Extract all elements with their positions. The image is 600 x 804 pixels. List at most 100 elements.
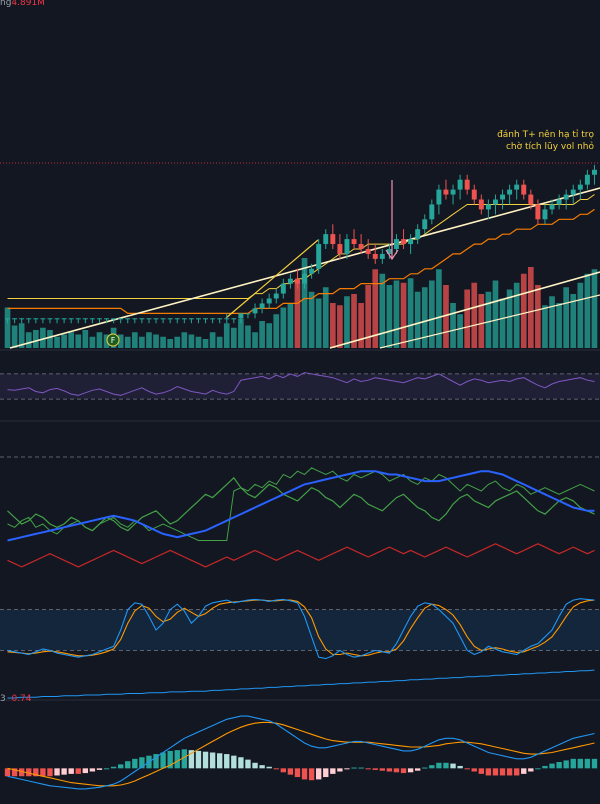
- candle-body: [591, 169, 597, 175]
- macd-histogram-bar: [266, 766, 272, 769]
- candle-body: [231, 318, 237, 320]
- volume-bar: [75, 334, 82, 348]
- candle-body: [259, 303, 265, 309]
- volume-bar: [195, 336, 202, 348]
- macd-histogram-bar: [521, 768, 527, 774]
- candle-body: [19, 318, 25, 320]
- candle-body: [174, 318, 180, 320]
- macd-histogram-bar: [379, 768, 386, 771]
- volume-bar: [174, 336, 181, 348]
- candle-body: [478, 199, 484, 210]
- macd-histogram-bar: [202, 751, 209, 769]
- macd-histogram-bar: [188, 750, 195, 769]
- macd-histogram-bar: [485, 768, 492, 776]
- volume-bar: [471, 282, 478, 348]
- macd-histogram-bar: [315, 768, 322, 780]
- macd-histogram-bar: [372, 768, 378, 770]
- candle-body: [125, 318, 131, 320]
- candle-body: [485, 204, 491, 210]
- trendline-upper: [9, 187, 600, 349]
- candle-body: [535, 204, 541, 220]
- macd-label-prefix: 3: [0, 694, 6, 704]
- candle-body: [82, 318, 88, 320]
- volume-bar: [527, 267, 534, 348]
- volume-bar: [273, 314, 280, 348]
- volume-bar: [457, 314, 463, 348]
- candle-body: [287, 278, 293, 284]
- volume-bar: [365, 285, 372, 348]
- volume-bar: [160, 336, 166, 348]
- volume-bar: [436, 269, 442, 348]
- candle-body: [358, 244, 364, 249]
- volume-bar: [549, 296, 555, 348]
- volume-bar: [223, 323, 230, 348]
- stoch-band: [0, 609, 600, 651]
- candle-body: [344, 239, 350, 254]
- macd-histogram-bar: [18, 768, 25, 777]
- macd-histogram-bar: [209, 752, 216, 769]
- volume-bar: [591, 269, 598, 348]
- volume-bar: [499, 298, 506, 348]
- macd-histogram-bar: [570, 758, 576, 769]
- macd-label: 3 0.74: [0, 694, 32, 704]
- trendline-short: [225, 239, 319, 319]
- volume-bar: [584, 273, 591, 348]
- volume-bar: [25, 332, 32, 348]
- volume-bar: [485, 291, 492, 348]
- macd-histogram-bar: [429, 765, 435, 769]
- candle-body: [422, 219, 428, 230]
- macd-histogram-bar: [224, 754, 230, 769]
- candle-body: [415, 229, 421, 240]
- volume-bar: [266, 323, 273, 348]
- candle-body: [139, 318, 145, 320]
- volume-bar: [535, 285, 541, 348]
- macd-histogram-bar: [110, 766, 117, 769]
- volume-bar: [61, 334, 67, 348]
- financials-badge: [106, 333, 120, 347]
- volume-bar: [556, 303, 562, 348]
- candle-body: [577, 184, 583, 190]
- volume-bar: [230, 327, 237, 348]
- volume-bar: [47, 330, 53, 348]
- candle-body: [556, 199, 562, 205]
- macd-signal-line: [7, 721, 595, 787]
- candle-body: [96, 318, 102, 320]
- macd-histogram-bar: [54, 768, 60, 776]
- macd-histogram-bar: [549, 763, 555, 769]
- candle-body: [316, 244, 322, 269]
- candle-body: [549, 204, 555, 210]
- candle-body: [273, 293, 279, 299]
- volume-bar: [506, 289, 513, 348]
- macd-histogram-bar: [386, 768, 393, 772]
- volume-bar: [131, 332, 138, 348]
- volume-bar: [216, 336, 223, 348]
- macd-histogram-bar: [542, 765, 548, 769]
- macd-histogram-bar: [535, 768, 541, 770]
- candle-body: [181, 318, 187, 320]
- macd-histogram-bar: [407, 768, 414, 773]
- candle-body: [118, 318, 124, 320]
- macd-histogram-bar: [478, 768, 485, 774]
- candle-body: [132, 318, 138, 320]
- volume-label: ng4.891M: [0, 0, 45, 8]
- candle-body: [75, 318, 81, 320]
- macd-histogram-bar: [584, 758, 591, 769]
- candle-body: [309, 268, 315, 274]
- macd-histogram-bar: [323, 768, 329, 778]
- candle-body: [337, 244, 343, 254]
- macd-histogram-bar: [68, 768, 74, 774]
- candle-body: [111, 318, 117, 320]
- volume-bar: [563, 287, 570, 348]
- volume-bar: [428, 280, 435, 348]
- trendline-lower: [329, 271, 600, 349]
- ma-yellow-line: [7, 194, 595, 299]
- volume-bar: [82, 330, 89, 348]
- volume-bar: [54, 336, 60, 348]
- candle-body: [365, 249, 371, 254]
- candle-body: [252, 308, 258, 314]
- macd-histogram-bar: [40, 768, 46, 777]
- candle-body: [386, 249, 392, 254]
- macd-histogram-bar: [103, 768, 110, 770]
- candle-body: [188, 318, 194, 320]
